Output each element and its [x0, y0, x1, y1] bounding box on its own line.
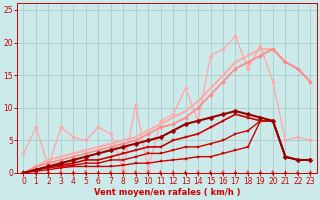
X-axis label: Vent moyen/en rafales ( km/h ): Vent moyen/en rafales ( km/h ): [94, 188, 240, 197]
